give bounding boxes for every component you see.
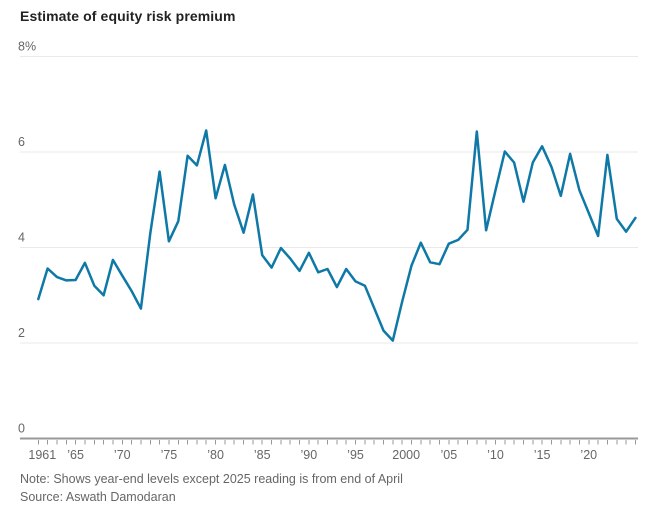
chart-source: Source: Aswath Damodaran <box>20 490 176 504</box>
y-axis-label: 0 <box>18 422 25 436</box>
x-axis-label: ’90 <box>301 448 318 462</box>
x-axis-label: 2000 <box>392 448 420 462</box>
x-axis-label: ’80 <box>207 448 224 462</box>
y-axis-label: 4 <box>18 231 25 245</box>
y-axis-label: 2 <box>18 326 25 340</box>
y-axis-label: 6 <box>18 135 25 149</box>
x-axis-label: ’70 <box>114 448 131 462</box>
x-axis-label: ’05 <box>440 448 457 462</box>
y-axis-label: 8% <box>18 40 36 54</box>
x-axis-label: ’65 <box>67 448 84 462</box>
x-axis-label: ’20 <box>580 448 597 462</box>
chart-footer: Note: Shows year-end levels except 2025 … <box>20 470 403 506</box>
x-axis-label: 1961 <box>28 448 56 462</box>
x-axis-label: ’15 <box>534 448 551 462</box>
x-axis-label: ’10 <box>487 448 504 462</box>
x-axis-label: ’75 <box>161 448 178 462</box>
page-title: Estimate of equity risk premium <box>20 8 236 24</box>
x-axis-label: ’85 <box>254 448 271 462</box>
chart-note: Note: Shows year-end levels except 2025 … <box>20 472 403 486</box>
data-series-line <box>37 129 637 342</box>
x-axis-label: ’95 <box>347 448 364 462</box>
